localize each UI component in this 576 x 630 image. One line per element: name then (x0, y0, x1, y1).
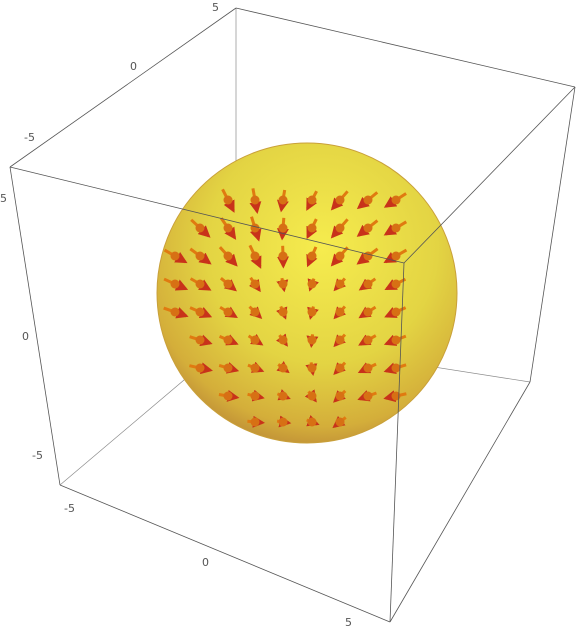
arrow-base (307, 195, 317, 205)
arrow-base (250, 417, 260, 427)
arrow-base (307, 363, 317, 373)
tick-label: -5 (64, 502, 75, 515)
arrow-base (363, 223, 373, 233)
box-edge (9, 166, 61, 486)
sphere-surface (156, 142, 458, 444)
arrow-base (391, 335, 401, 345)
arrow-base (170, 279, 180, 289)
arrow-base (223, 363, 233, 373)
arrow-base (278, 363, 288, 373)
arrow-base (307, 417, 317, 427)
tick-labels-top: 5 0 -5 (24, 1, 219, 144)
tick-label: 5 (345, 616, 352, 629)
arrow-base (391, 195, 401, 205)
arrow-base (307, 307, 317, 317)
arrow-base (223, 335, 233, 345)
arrow-base (170, 307, 180, 317)
arrow-base (363, 335, 373, 345)
arrow-base (278, 279, 288, 289)
arrow-base (363, 363, 373, 373)
box-edge (389, 381, 531, 623)
tick-label: 0 (22, 330, 29, 343)
vector-field-arrows (163, 188, 408, 429)
arrow-base (335, 335, 345, 345)
arrow-base (335, 279, 345, 289)
arrow-base (335, 363, 345, 373)
arrow-base (307, 335, 317, 345)
arrow-base (363, 195, 373, 205)
arrow-base (278, 335, 288, 345)
arrow-base (391, 391, 401, 401)
box-edge (9, 7, 237, 168)
arrow-base (250, 391, 260, 401)
tick-label: 0 (202, 556, 209, 569)
arrow-base (335, 391, 345, 401)
arrow-base (307, 391, 317, 401)
arrow-base (223, 195, 233, 205)
arrow-base (363, 307, 373, 317)
arrow-base (278, 195, 288, 205)
arrow-base (278, 307, 288, 317)
arrow-base (223, 307, 233, 317)
arrow-base (223, 251, 233, 261)
arrow-base (391, 251, 401, 261)
arrow-base (223, 223, 233, 233)
arrow-base (278, 417, 288, 427)
arrow-base (195, 363, 205, 373)
arrow-base (307, 251, 317, 261)
arrow-base (195, 223, 205, 233)
arrow-base (250, 223, 260, 233)
arrow-base (363, 279, 373, 289)
box-edge (59, 484, 391, 623)
arrow-base (195, 335, 205, 345)
arrow-base (391, 307, 401, 317)
arrow-base (335, 195, 345, 205)
arrow-base (307, 279, 317, 289)
arrow-base (250, 307, 260, 317)
box-edge (389, 262, 405, 623)
box-edge (403, 86, 576, 264)
arrow-base (250, 335, 260, 345)
arrow-base (391, 223, 401, 233)
arrow-base (278, 251, 288, 261)
tick-label: 5 (212, 1, 219, 14)
tick-label: 0 (130, 60, 137, 73)
arrow-base (335, 307, 345, 317)
box-edge (529, 86, 576, 383)
arrow-base (335, 251, 345, 261)
arrow-base (195, 279, 205, 289)
bounding-box-front (9, 7, 576, 623)
tick-labels-bottom: -5 0 5 (64, 502, 352, 629)
arrow-base (335, 223, 345, 233)
box-edge (9, 166, 405, 264)
arrow-base (250, 195, 260, 205)
arrow-base (170, 251, 180, 261)
arrow-base (278, 223, 288, 233)
arrow-base (250, 363, 260, 373)
box-edge (235, 7, 576, 88)
arrow-base (250, 279, 260, 289)
arrow-base (363, 391, 373, 401)
arrow-base (250, 251, 260, 261)
arrow-base (195, 307, 205, 317)
arrow-base (307, 223, 317, 233)
tick-labels-left: 5 0 -5 (0, 192, 43, 462)
tick-label: -5 (24, 131, 35, 144)
tick-label: 5 (0, 192, 7, 205)
arrow-base (223, 391, 233, 401)
arrow-base (335, 417, 345, 427)
arrow-base (363, 251, 373, 261)
tick-label: -5 (32, 449, 43, 462)
arrow-base (391, 363, 401, 373)
arrow-base (278, 391, 288, 401)
arrow-base (223, 279, 233, 289)
arrow-base (391, 279, 401, 289)
arrow-base (195, 251, 205, 261)
